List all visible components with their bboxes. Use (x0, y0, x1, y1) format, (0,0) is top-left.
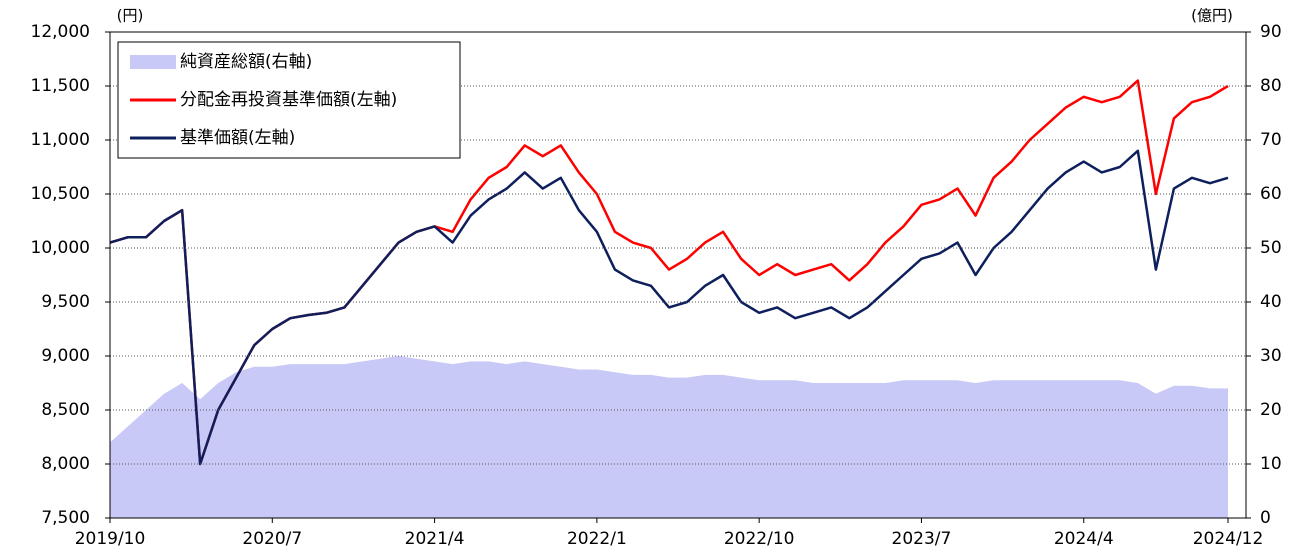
x-tick-label: 2019/10 (75, 529, 146, 549)
x-tick-label: 2024/4 (1054, 529, 1114, 549)
y-tick-label: 11,500 (31, 76, 90, 96)
legend-label: 基準価額(左軸) (180, 128, 295, 148)
y-tick-label: 8,500 (41, 400, 90, 420)
plot-frame (109, 31, 1247, 519)
y-tick-label: 10,500 (31, 184, 90, 204)
y-tick-label: 9,000 (41, 346, 90, 366)
x-tick-label: 2022/10 (724, 529, 795, 549)
y-tick-label: 11,000 (31, 130, 90, 150)
y2-tick-label: 60 (1260, 184, 1282, 204)
y2-tick-label: 90 (1260, 22, 1282, 42)
y2-tick-label: 0 (1260, 508, 1271, 528)
y2-tick-label: 50 (1260, 238, 1282, 258)
x-tick-label: 2021/4 (405, 529, 465, 549)
x-tick-label: 2023/7 (892, 529, 952, 549)
line-series (109, 149, 1229, 466)
y-tick-label: 9,500 (41, 292, 90, 312)
x-tick-label: 2024/12 (1193, 529, 1264, 549)
y2-tick-label: 10 (1260, 454, 1282, 474)
y-tick-label: 10,000 (31, 238, 90, 258)
area-series (110, 356, 1228, 518)
y-tick-label: 7,500 (41, 508, 90, 528)
y2-tick-label: 40 (1260, 292, 1282, 312)
legend-swatch (130, 55, 176, 69)
x-tick-label: 2020/7 (242, 529, 302, 549)
y2-tick-label: 80 (1260, 76, 1282, 96)
legend-label: 分配金再投資基準価額(左軸) (180, 90, 397, 110)
y2-tick-label: 20 (1260, 400, 1282, 420)
y2-tick-label: 70 (1260, 130, 1282, 150)
x-tick-label: 2022/1 (567, 529, 627, 549)
y-axis-unit: (円) (117, 7, 144, 25)
legend-label: 純資産総額(右軸) (180, 52, 312, 72)
y2-tick-label: 30 (1260, 346, 1282, 366)
y-tick-label: 12,000 (31, 22, 90, 42)
y2-axis-unit: (億円) (1191, 7, 1233, 25)
y-tick-label: 8,000 (41, 454, 90, 474)
